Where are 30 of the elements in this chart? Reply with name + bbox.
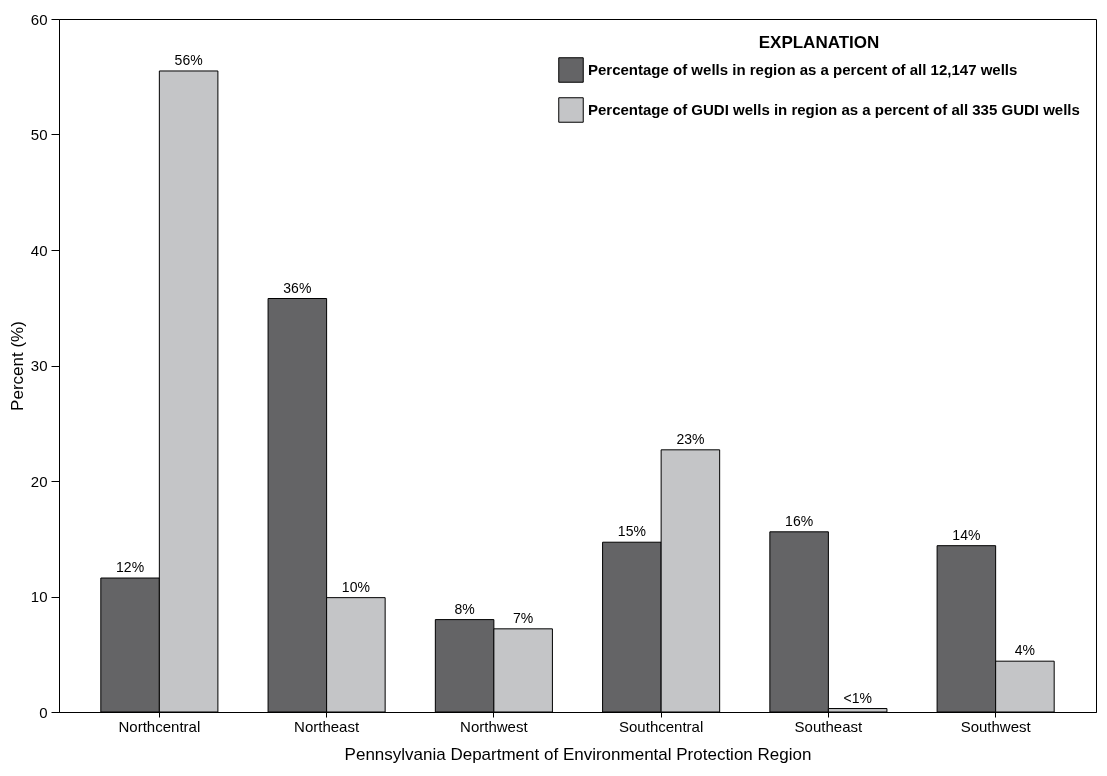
legend-label: Percentage of GUDI wells in region as a percent of all 335 GUDI wells: [588, 101, 1080, 118]
data-label: 12%: [116, 559, 145, 576]
data-label: 8%: [454, 600, 475, 617]
x-tick-label: Northwest: [460, 717, 529, 735]
data-label: 10%: [341, 578, 370, 595]
legend-label: Percentage of wells in region as a percent of all 12,147 wells: [588, 61, 1018, 78]
y-tick-label: 30: [30, 357, 48, 374]
x-tick-label: Northeast: [294, 717, 360, 735]
data-label: 4%: [1014, 642, 1036, 659]
data-label: 36%: [283, 279, 312, 296]
data-label: 16%: [785, 512, 814, 529]
x-tick-label: Northcentral: [118, 717, 201, 735]
y-tick-label: 40: [30, 241, 48, 259]
y-tick-label: 50: [30, 126, 48, 143]
data-label: <1%: [843, 689, 872, 706]
data-label: 23%: [676, 430, 705, 447]
data-label: 15%: [617, 523, 646, 540]
y-tick-label: 0: [39, 703, 48, 721]
y-tick-label: 20: [30, 472, 48, 490]
data-label: 14%: [952, 526, 981, 543]
y-axis-title: Percent (%): [7, 321, 27, 411]
x-tick-label: Southcentral: [619, 717, 704, 735]
y-tick-label: 60: [30, 10, 48, 28]
x-tick-label: Southeast: [794, 717, 863, 735]
x-axis-title: Pennsylvania Department of Environmental Protection Region: [344, 744, 812, 764]
x-tick-label: Southwest: [960, 717, 1032, 735]
y-tick-label: 10: [30, 588, 48, 605]
data-label: 7%: [513, 609, 534, 626]
legend-title: EXPLANATION: [758, 33, 880, 52]
data-label: 56%: [174, 51, 203, 68]
